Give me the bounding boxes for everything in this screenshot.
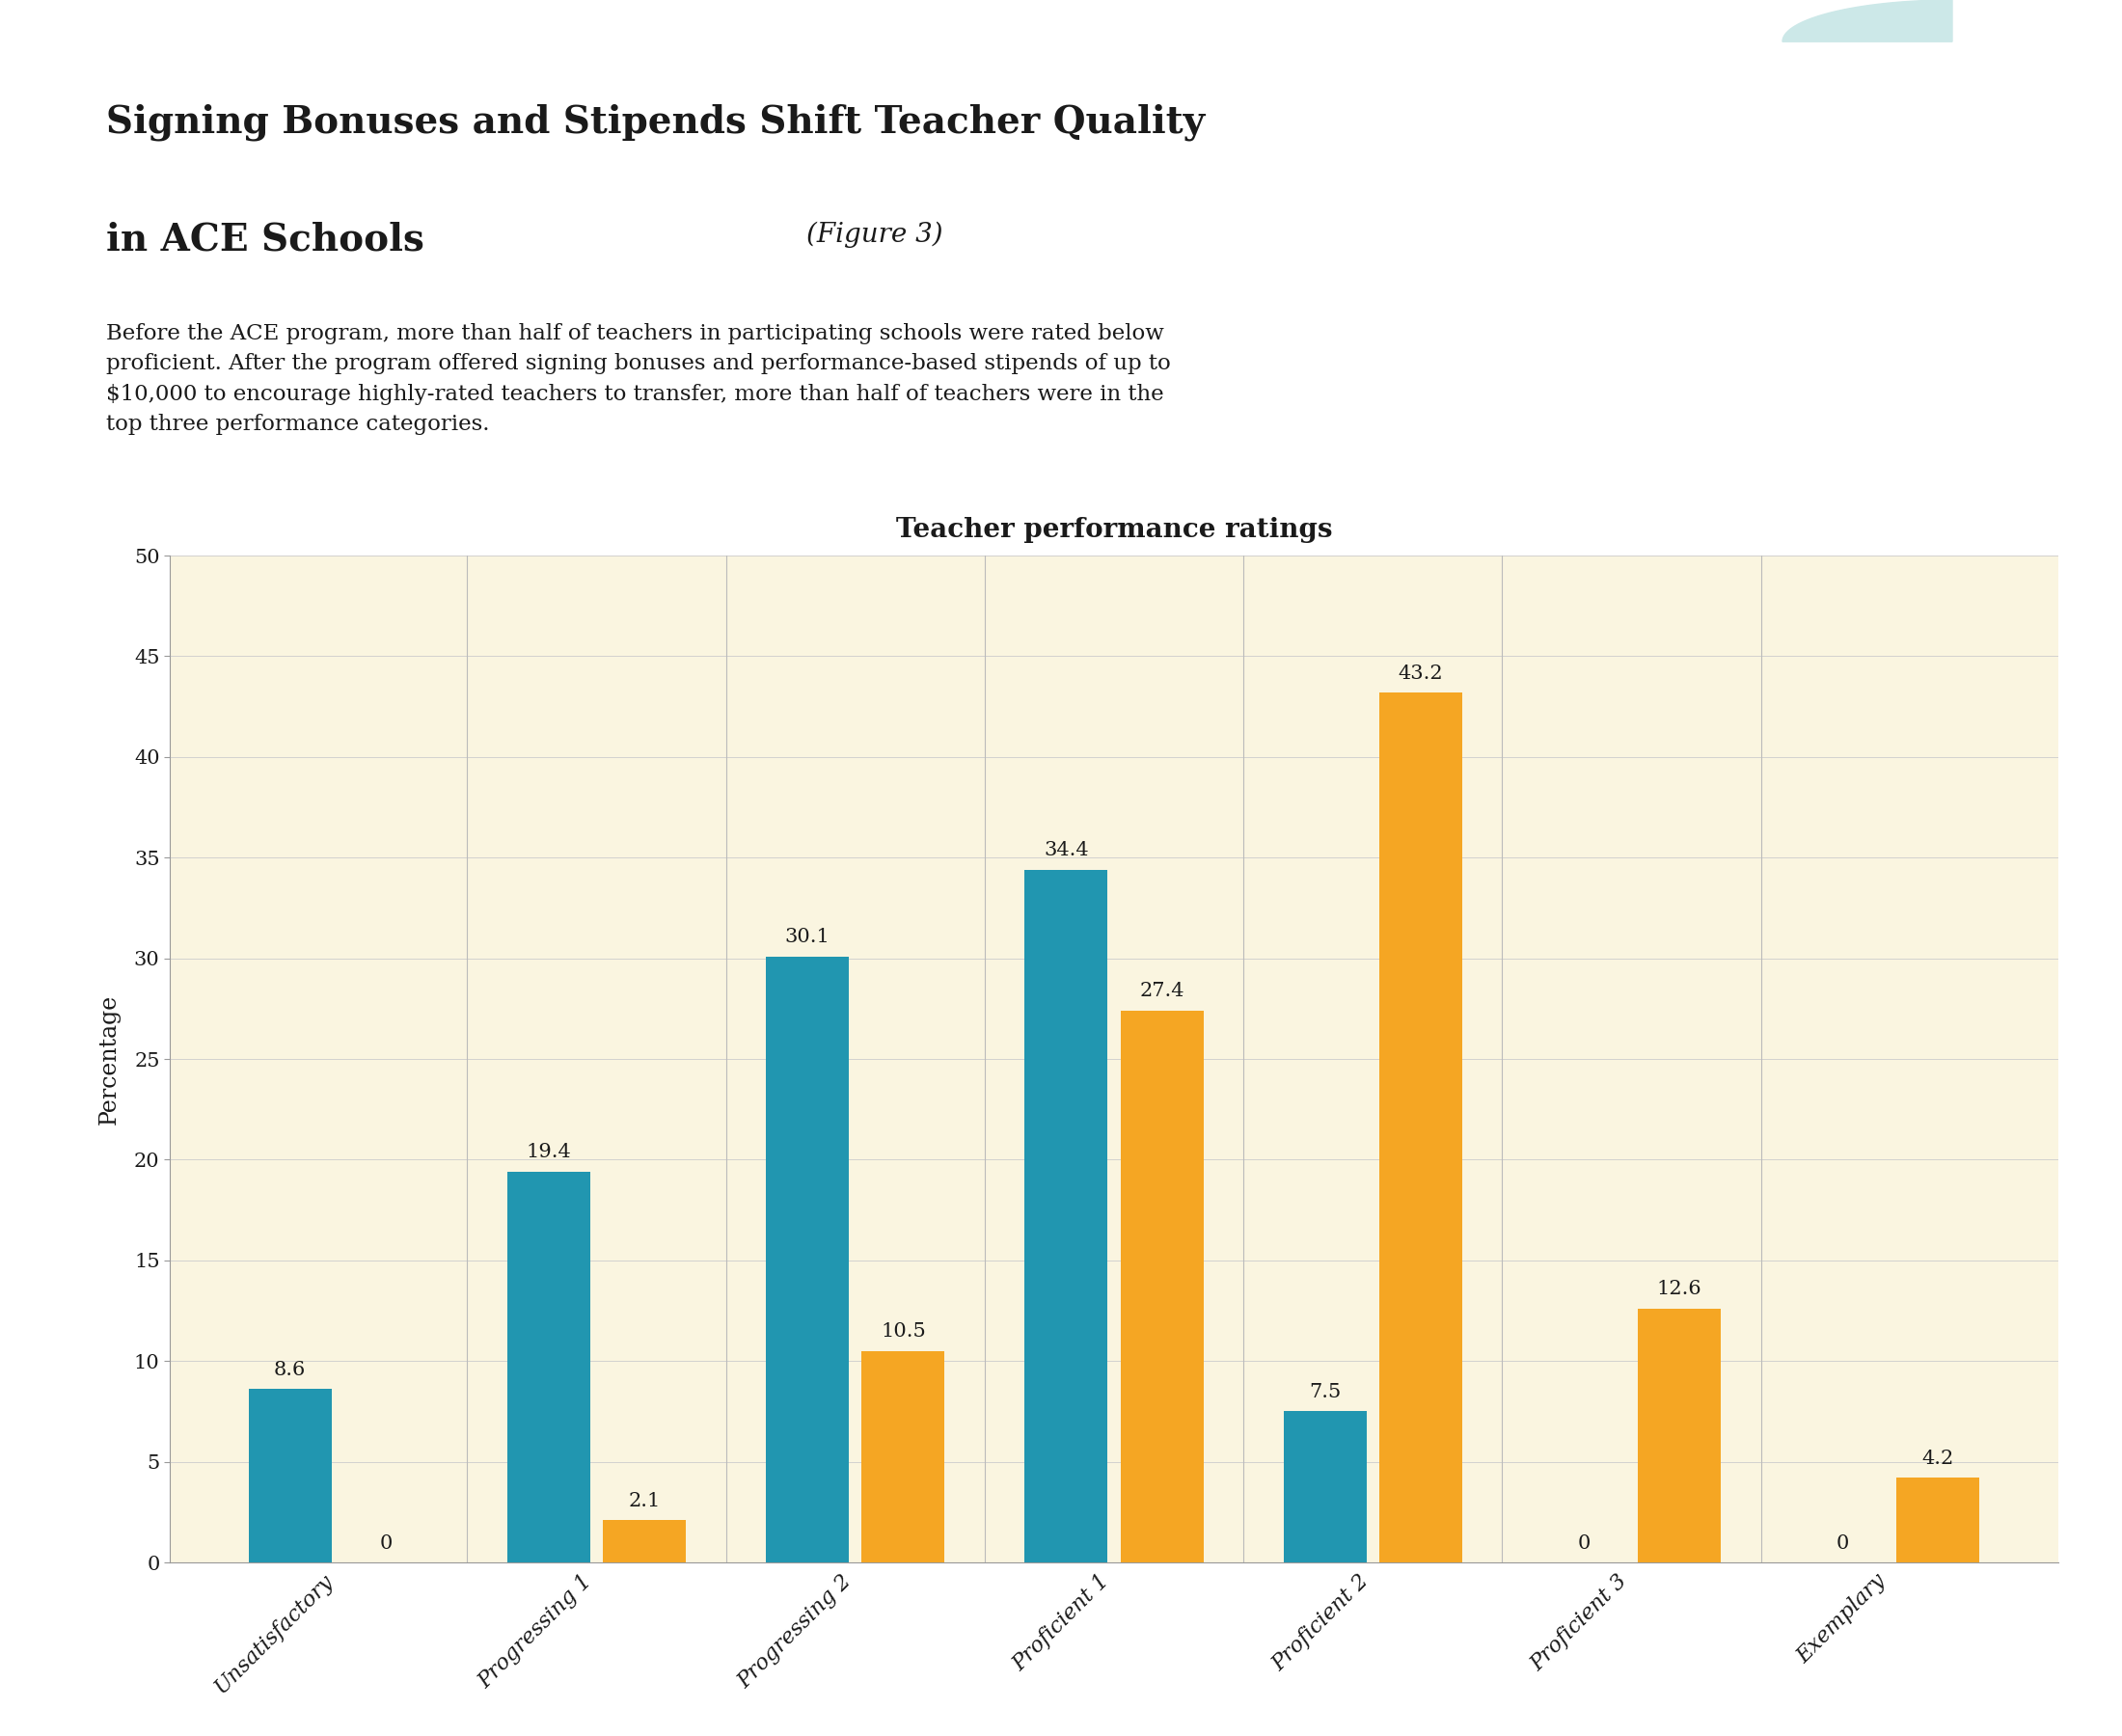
Bar	[862, 1351, 944, 1562]
Bar	[766, 957, 849, 1562]
Text: 0: 0	[1577, 1535, 1589, 1552]
Text: 7.5: 7.5	[1309, 1384, 1341, 1401]
Text: 30.1: 30.1	[785, 927, 830, 946]
Text: 27.4: 27.4	[1140, 983, 1184, 1000]
Text: 0: 0	[380, 1535, 393, 1552]
Text: 0: 0	[1836, 1535, 1848, 1552]
Bar	[603, 1521, 685, 1562]
Text: 4.2: 4.2	[1923, 1450, 1954, 1467]
Title: Teacher performance ratings: Teacher performance ratings	[895, 517, 1333, 543]
Bar	[1025, 870, 1108, 1562]
Text: Before the ACE program, more than half of teachers in participating schools were: Before the ACE program, more than half o…	[106, 323, 1171, 434]
Bar	[1284, 1411, 1367, 1562]
Bar	[1952, 0, 2122, 42]
Text: 19.4: 19.4	[526, 1144, 571, 1161]
Bar	[1897, 1477, 1980, 1562]
Bar	[1120, 1010, 1203, 1562]
Text: 43.2: 43.2	[1398, 665, 1443, 682]
Text: in ACE Schools: in ACE Schools	[106, 220, 424, 259]
Polygon shape	[1782, 0, 1952, 42]
Text: 2.1: 2.1	[628, 1491, 660, 1510]
Text: 8.6: 8.6	[274, 1361, 306, 1378]
Bar	[1638, 1309, 1721, 1562]
Text: 12.6: 12.6	[1657, 1279, 1702, 1299]
Text: 34.4: 34.4	[1044, 842, 1089, 859]
Bar	[1379, 693, 1462, 1562]
Y-axis label: Percentage: Percentage	[98, 993, 121, 1125]
Bar	[248, 1389, 331, 1562]
Text: (Figure 3): (Figure 3)	[806, 220, 942, 248]
Text: Signing Bonuses and Stipends Shift Teacher Quality: Signing Bonuses and Stipends Shift Teach…	[106, 104, 1205, 141]
Text: 10.5: 10.5	[881, 1323, 925, 1340]
Bar	[507, 1172, 590, 1562]
